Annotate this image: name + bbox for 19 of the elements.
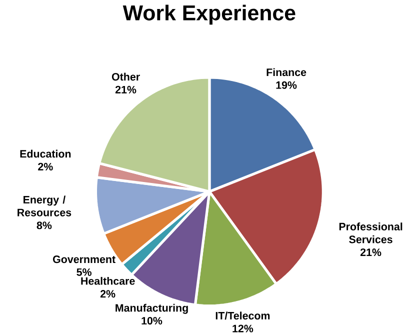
slice-label: Other: [112, 72, 140, 81]
slice-label: Education: [20, 150, 71, 158]
slice-label: Healthcare: [81, 277, 135, 285]
slice-label: Finance: [266, 68, 306, 76]
slice-label: Manufacturing: [116, 304, 188, 314]
data-label: 19%: [276, 81, 297, 90]
slice-label: Professional Services: [339, 222, 402, 244]
data-label: 21%: [115, 86, 136, 94]
slice-label: IT/Telecom: [216, 312, 270, 320]
data-label: 2%: [100, 290, 116, 298]
data-label: 5%: [76, 268, 92, 276]
data-label: 12%: [232, 324, 254, 332]
data-label: 8%: [36, 222, 52, 230]
chart-title: Work Experience: [122, 4, 296, 25]
slice-label: Government: [53, 256, 116, 264]
slice-label: Energy / Resources: [18, 196, 72, 216]
data-label: 10%: [142, 317, 162, 325]
data-label: 2%: [38, 163, 53, 171]
data-label: 21%: [360, 248, 382, 256]
